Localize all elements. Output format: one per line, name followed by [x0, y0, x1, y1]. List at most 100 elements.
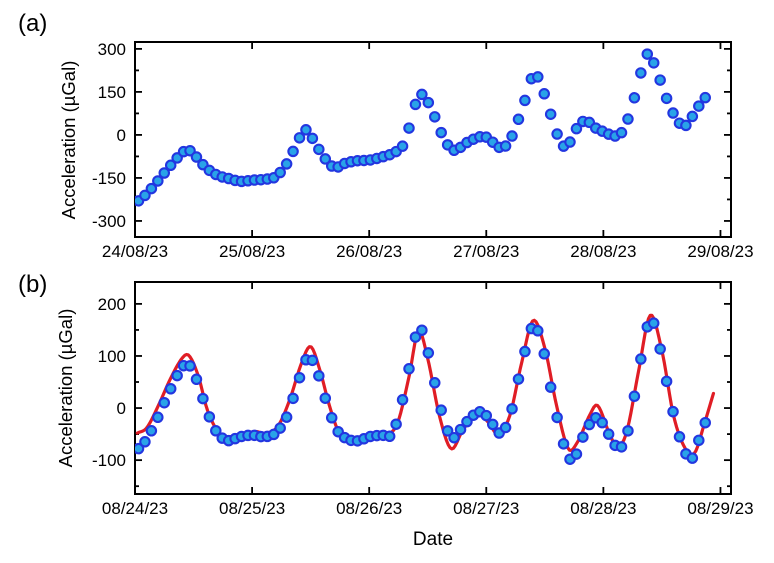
data-point [686, 452, 699, 464]
data-point [570, 448, 583, 460]
data-point [280, 158, 293, 170]
data-point [538, 348, 550, 360]
data-point [602, 428, 615, 440]
data-point [306, 354, 319, 367]
data-point [422, 96, 435, 109]
data-point [693, 434, 705, 447]
data-point [184, 360, 196, 372]
data-point [435, 404, 447, 416]
data-point [486, 418, 499, 431]
axis-tick-labels: 08/24/23 08/25/23 08/26/23 08/27/23 08/28/23… [92, 295, 754, 518]
data-point [383, 430, 396, 443]
x-tick-label: 08/24/23 [102, 499, 168, 518]
data-point [145, 182, 158, 195]
x-tick-label: 25/08/23 [219, 242, 285, 261]
data-point [544, 108, 557, 120]
data-point [293, 132, 306, 144]
y-tick-label: -300 [92, 212, 126, 231]
axis-frame [134, 281, 732, 495]
data-point [551, 128, 563, 140]
data-point [441, 425, 454, 437]
x-tick-label: 08/26/23 [336, 499, 402, 518]
data-point [280, 411, 293, 423]
data-point [313, 370, 325, 382]
y-tick-label: 100 [98, 347, 126, 366]
data-point [499, 140, 512, 152]
data-point [190, 373, 203, 386]
data-point [577, 431, 589, 443]
data-point [396, 394, 409, 406]
data-point [622, 113, 634, 125]
data-point [152, 411, 164, 424]
data-point [300, 124, 312, 136]
data-point [435, 126, 447, 139]
data-point [615, 126, 628, 139]
data-point [145, 425, 158, 437]
data-point [512, 373, 525, 385]
data-point [274, 422, 286, 434]
data-point [319, 392, 332, 404]
data-point [538, 88, 550, 100]
data-point [596, 416, 608, 429]
data-point [635, 353, 647, 365]
panel-a: 24/08/23 25/08/23 26/08/23 27/08/23 28/08/23… [92, 40, 754, 261]
scatter-series [135, 48, 711, 207]
data-point [171, 369, 183, 382]
data-point [396, 140, 409, 152]
data-point [699, 91, 711, 104]
data-point [654, 74, 666, 86]
data-point [203, 411, 216, 423]
panel-b: 08/24/23 08/25/23 08/26/23 08/27/23 08/28/23… [92, 281, 754, 518]
data-point [461, 415, 473, 428]
data-point [622, 425, 634, 437]
data-point [519, 94, 531, 107]
data-point [287, 145, 299, 158]
y-tick-label: -100 [92, 451, 126, 470]
data-point [615, 441, 628, 453]
axis-ticks [134, 282, 731, 494]
data-point [628, 390, 641, 403]
data-point [564, 136, 576, 148]
data-point [699, 416, 711, 429]
data-point [429, 111, 441, 123]
data-point [647, 57, 660, 69]
data-point [135, 442, 145, 455]
data-point [139, 189, 151, 202]
data-point [164, 159, 177, 172]
data-point [454, 423, 467, 436]
y-tick-label: 200 [98, 295, 126, 314]
data-point [693, 100, 705, 112]
data-point [660, 92, 673, 105]
x-tick-label: 08/28/23 [570, 499, 636, 518]
data-point [506, 130, 518, 142]
data-point [448, 431, 460, 444]
data-point [422, 347, 435, 359]
x-tick-label: 08/27/23 [453, 499, 519, 518]
y-tick-label: -150 [92, 169, 126, 188]
data-point [152, 175, 164, 187]
data-point [628, 92, 641, 104]
data-point [667, 107, 679, 119]
x-tick-label: 24/08/23 [102, 242, 168, 261]
y-tick-label: 150 [98, 83, 126, 102]
data-point [512, 113, 525, 126]
axis-frame [134, 41, 732, 238]
data-point [635, 67, 647, 79]
data-point [325, 412, 338, 424]
x-tick-label: 29/08/23 [687, 242, 753, 261]
data-point [416, 324, 428, 336]
data-point [673, 431, 686, 443]
data-point [190, 151, 203, 163]
x-tick-label: 28/08/23 [570, 242, 636, 261]
data-point [570, 122, 583, 135]
y-tick-label: 300 [98, 40, 126, 59]
data-point [506, 403, 518, 415]
data-point [306, 132, 319, 145]
data-point [480, 409, 493, 422]
data-point [557, 438, 570, 450]
data-point [287, 392, 299, 405]
data-point [158, 167, 171, 179]
data-point [409, 331, 422, 343]
data-point [532, 71, 544, 83]
